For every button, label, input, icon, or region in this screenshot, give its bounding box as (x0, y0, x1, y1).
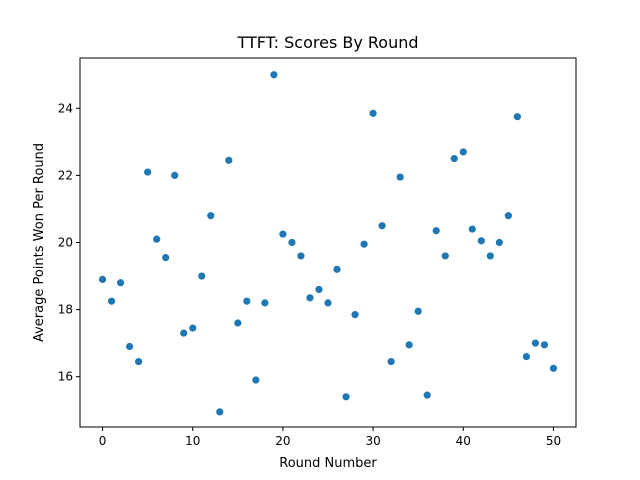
y-axis: 16 18 20 22 24 (58, 101, 80, 384)
plot-points (98, 71, 558, 416)
data-point (378, 222, 386, 230)
data-point (180, 329, 188, 337)
data-point (531, 339, 540, 347)
y-tick-label: 24 (58, 101, 73, 115)
data-point (387, 357, 395, 366)
y-tick-label: 22 (58, 168, 73, 182)
x-tick-label: 40 (456, 434, 471, 448)
data-point (441, 252, 449, 260)
data-point (207, 212, 215, 220)
x-tick-label: 10 (185, 434, 200, 448)
x-axis-label: Round Number (279, 456, 377, 471)
data-point (297, 252, 305, 260)
data-point (171, 171, 179, 180)
data-point (450, 155, 458, 163)
data-point (495, 238, 503, 247)
data-point (162, 253, 170, 262)
data-point (324, 299, 332, 307)
data-point (522, 352, 531, 361)
data-point (477, 237, 485, 245)
x-tick-label: 20 (275, 434, 290, 448)
data-point (270, 71, 278, 79)
data-point (189, 324, 197, 332)
x-axis: 0 10 20 30 40 50 (99, 427, 561, 448)
data-point (153, 235, 161, 243)
y-axis-label: Average Points Won Per Round (32, 143, 47, 342)
y-tick-label: 20 (58, 236, 73, 250)
data-point (116, 279, 125, 287)
data-point (288, 238, 296, 247)
data-point (279, 230, 287, 238)
data-point (396, 173, 404, 181)
x-tick-label: 0 (99, 434, 107, 448)
data-point (135, 357, 143, 366)
data-point (540, 341, 549, 349)
data-point (107, 297, 116, 305)
data-point (513, 113, 521, 121)
data-point (225, 156, 233, 164)
data-point (333, 265, 341, 273)
x-tick-label: 30 (365, 434, 380, 448)
data-point (468, 225, 476, 233)
data-point (369, 109, 377, 117)
data-point (315, 285, 323, 294)
data-point (432, 227, 440, 235)
data-point (261, 299, 269, 307)
y-tick-label: 16 (58, 370, 73, 384)
data-point (423, 391, 431, 399)
data-point (252, 376, 260, 384)
data-point (459, 148, 467, 156)
data-point (243, 297, 251, 305)
data-point (351, 311, 359, 319)
data-point (360, 240, 368, 248)
chart-title: TTFT: Scores By Round (236, 33, 418, 52)
data-point (306, 294, 314, 302)
data-point (126, 342, 134, 351)
y-tick-label: 18 (58, 303, 73, 317)
data-point (234, 319, 242, 327)
data-point (198, 272, 206, 280)
data-point (216, 408, 224, 416)
data-point (342, 393, 350, 401)
data-point (504, 212, 512, 220)
data-point (486, 252, 494, 260)
x-tick-label: 50 (546, 434, 561, 448)
data-point (405, 341, 413, 349)
data-point (98, 275, 107, 283)
data-point (549, 364, 558, 372)
data-point (144, 168, 152, 176)
data-point (414, 307, 422, 315)
